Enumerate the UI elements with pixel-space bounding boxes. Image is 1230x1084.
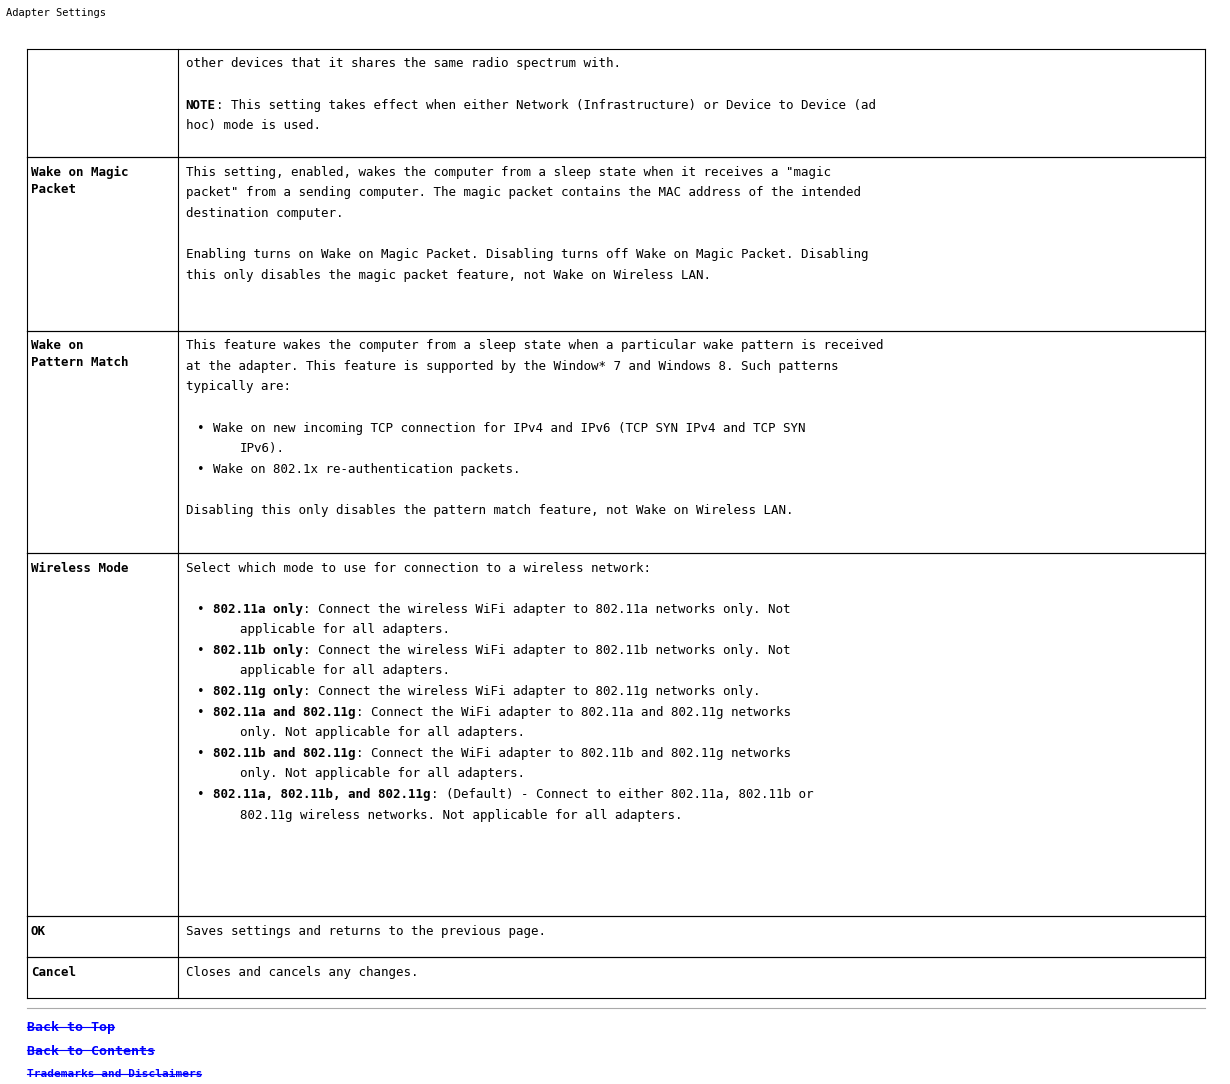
- Text: Wake on Magic
Packet: Wake on Magic Packet: [31, 166, 128, 196]
- Text: •: •: [197, 747, 204, 760]
- Text: only. Not applicable for all adapters.: only. Not applicable for all adapters.: [240, 767, 525, 780]
- Text: Select which mode to use for connection to a wireless network:: Select which mode to use for connection …: [186, 562, 651, 575]
- Text: 802.11g only: 802.11g only: [213, 685, 303, 698]
- Text: 802.11a only: 802.11a only: [213, 603, 303, 616]
- Text: Back to Contents: Back to Contents: [27, 1045, 155, 1058]
- Text: This feature wakes the computer from a sleep state when a particular wake patter: This feature wakes the computer from a s…: [186, 339, 883, 352]
- Text: 802.11b and 802.11g: 802.11b and 802.11g: [213, 747, 355, 760]
- Text: Wake on 802.1x re-authentication packets.: Wake on 802.1x re-authentication packets…: [213, 463, 520, 476]
- Text: Saves settings and returns to the previous page.: Saves settings and returns to the previo…: [186, 925, 546, 938]
- Text: : Connect the WiFi adapter to 802.11b and 802.11g networks: : Connect the WiFi adapter to 802.11b an…: [355, 747, 791, 760]
- Text: Back to Top: Back to Top: [27, 1021, 116, 1034]
- Text: •: •: [197, 644, 204, 657]
- Text: Wake on
Pattern Match: Wake on Pattern Match: [31, 339, 128, 370]
- Text: : Connect the wireless WiFi adapter to 802.11g networks only.: : Connect the wireless WiFi adapter to 8…: [303, 685, 760, 698]
- Text: Wireless Mode: Wireless Mode: [31, 562, 128, 575]
- Text: 802.11b only: 802.11b only: [213, 644, 303, 657]
- Text: : Connect the WiFi adapter to 802.11a and 802.11g networks: : Connect the WiFi adapter to 802.11a an…: [355, 706, 791, 719]
- Text: •: •: [197, 788, 204, 801]
- Text: only. Not applicable for all adapters.: only. Not applicable for all adapters.: [240, 726, 525, 739]
- Text: Closes and cancels any changes.: Closes and cancels any changes.: [186, 966, 418, 979]
- Text: Cancel: Cancel: [31, 966, 76, 979]
- Text: •: •: [197, 706, 204, 719]
- Text: OK: OK: [31, 925, 46, 938]
- Text: applicable for all adapters.: applicable for all adapters.: [240, 664, 450, 678]
- Text: hoc) mode is used.: hoc) mode is used.: [186, 119, 321, 132]
- Text: Adapter Settings: Adapter Settings: [6, 8, 106, 17]
- Text: Wake on new incoming TCP connection for IPv4 and IPv6 (TCP SYN IPv4 and TCP SYN: Wake on new incoming TCP connection for …: [213, 422, 806, 435]
- Text: This setting, enabled, wakes the computer from a sleep state when it receives a : This setting, enabled, wakes the compute…: [186, 166, 830, 179]
- Text: : (Default) - Connect to either 802.11a, 802.11b or: : (Default) - Connect to either 802.11a,…: [430, 788, 813, 801]
- Text: •: •: [197, 463, 204, 476]
- Text: : Connect the wireless WiFi adapter to 802.11b networks only. Not: : Connect the wireless WiFi adapter to 8…: [303, 644, 791, 657]
- Text: typically are:: typically are:: [186, 380, 290, 393]
- Text: NOTE: NOTE: [186, 99, 215, 112]
- Text: 802.11g wireless networks. Not applicable for all adapters.: 802.11g wireless networks. Not applicabl…: [240, 809, 683, 822]
- Text: Enabling turns on Wake on Magic Packet. Disabling turns off Wake on Magic Packet: Enabling turns on Wake on Magic Packet. …: [186, 248, 868, 261]
- Text: •: •: [197, 422, 204, 435]
- Text: at the adapter. This feature is supported by the Window* 7 and Windows 8. Such p: at the adapter. This feature is supporte…: [186, 360, 838, 373]
- Text: packet" from a sending computer. The magic packet contains the MAC address of th: packet" from a sending computer. The mag…: [186, 186, 861, 199]
- Text: IPv6).: IPv6).: [240, 442, 285, 455]
- Text: 802.11a, 802.11b, and 802.11g: 802.11a, 802.11b, and 802.11g: [213, 788, 430, 801]
- Text: destination computer.: destination computer.: [186, 207, 343, 220]
- Text: •: •: [197, 603, 204, 616]
- Text: other devices that it shares the same radio spectrum with.: other devices that it shares the same ra…: [186, 57, 621, 70]
- Text: Trademarks and Disclaimers: Trademarks and Disclaimers: [27, 1069, 203, 1079]
- Text: this only disables the magic packet feature, not Wake on Wireless LAN.: this only disables the magic packet feat…: [186, 269, 711, 282]
- Text: •: •: [197, 685, 204, 698]
- Text: applicable for all adapters.: applicable for all adapters.: [240, 623, 450, 636]
- Text: 802.11a and 802.11g: 802.11a and 802.11g: [213, 706, 355, 719]
- Text: : This setting takes effect when either Network (Infrastructure) or Device to De: : This setting takes effect when either …: [215, 99, 876, 112]
- Text: : Connect the wireless WiFi adapter to 802.11a networks only. Not: : Connect the wireless WiFi adapter to 8…: [303, 603, 791, 616]
- Text: Disabling this only disables the pattern match feature, not Wake on Wireless LAN: Disabling this only disables the pattern…: [186, 504, 793, 517]
